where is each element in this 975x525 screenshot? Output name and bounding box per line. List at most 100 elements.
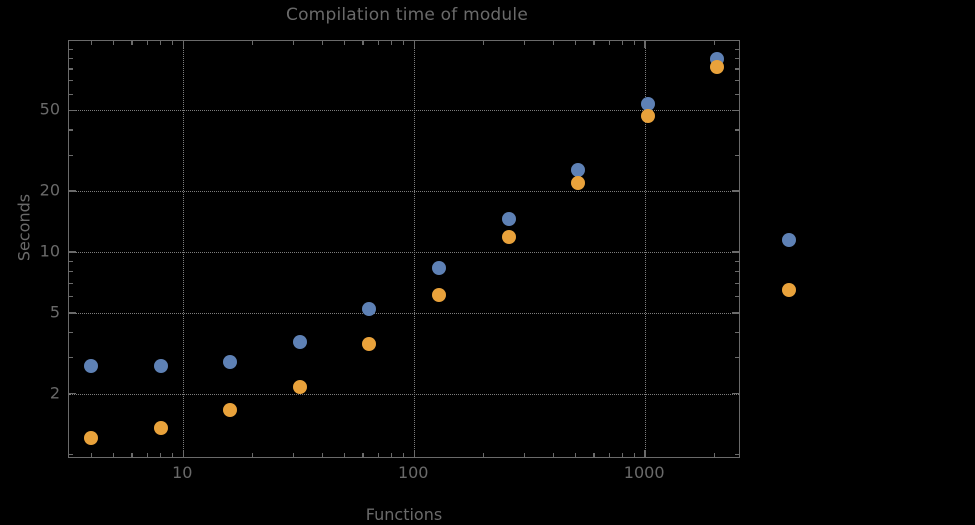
axis-tick-minor <box>483 453 485 457</box>
axis-tick-minor <box>362 41 364 45</box>
gridline-horizontal <box>69 251 739 253</box>
axis-tick-minor <box>69 331 73 334</box>
chart-title: Compilation time of module <box>286 5 528 25</box>
axis-tick-minor <box>633 453 636 457</box>
axis-tick-minor <box>714 41 716 45</box>
axis-tick-minor <box>608 41 610 45</box>
axis-tick-minor <box>69 154 73 156</box>
data-point-series1 <box>362 302 377 317</box>
axis-tick-minor <box>735 58 739 60</box>
axis-tick-minor <box>69 296 73 298</box>
axis-tick-minor <box>69 68 73 70</box>
axis-tick-minor <box>403 41 405 45</box>
axis-tick-minor <box>172 453 174 457</box>
axis-tick-minor <box>69 453 73 456</box>
y-tick-label: 5 <box>49 302 60 322</box>
axis-tick-minor <box>344 453 346 457</box>
axis-tick-minor <box>160 453 162 457</box>
axis-tick-major <box>69 312 76 314</box>
axis-tick-minor <box>113 453 115 457</box>
axis-tick-major <box>413 450 415 457</box>
gridline-vertical <box>645 41 647 457</box>
axis-tick-minor <box>735 331 739 334</box>
axis-tick-minor <box>131 453 133 457</box>
axis-tick-minor <box>735 357 739 359</box>
data-point-series1 <box>640 96 655 111</box>
axis-tick-minor <box>69 129 73 131</box>
axis-tick-major <box>732 392 739 395</box>
axis-tick-minor <box>131 41 133 45</box>
axis-tick-major <box>182 450 184 457</box>
axis-tick-minor <box>172 41 174 45</box>
data-point-series2 <box>223 403 238 418</box>
data-point-series2 <box>431 288 446 303</box>
axis-tick-minor <box>69 80 73 82</box>
gridline-vertical <box>183 41 185 457</box>
axis-tick-minor <box>321 453 323 457</box>
axis-tick-minor <box>735 453 739 456</box>
axis-tick-minor <box>735 270 739 273</box>
data-point-series2 <box>84 431 99 446</box>
axis-tick-major <box>644 450 646 457</box>
data-point-series1 <box>223 355 238 370</box>
axis-tick-minor <box>69 282 73 284</box>
axis-tick-major <box>732 109 739 112</box>
axis-tick-major <box>69 190 76 192</box>
axis-tick-minor <box>90 41 92 45</box>
axis-tick-minor <box>593 41 595 45</box>
axis-tick-minor <box>252 453 254 457</box>
gridline-horizontal <box>69 393 739 395</box>
axis-tick-major <box>69 251 76 253</box>
x-axis-tick-labels: 10 100 1000 <box>68 463 740 485</box>
x-tick-label: 100 <box>397 463 429 482</box>
axis-tick-minor <box>523 41 525 45</box>
data-point-series1 <box>292 334 307 349</box>
x-tick-label: 10 <box>172 463 193 482</box>
axis-tick-minor <box>735 129 739 131</box>
x-tick-label: 1000 <box>623 463 665 482</box>
axis-tick-minor <box>69 357 73 359</box>
data-point-series2 <box>362 337 377 352</box>
axis-tick-minor <box>735 282 739 284</box>
series1-outside-marker <box>782 233 796 247</box>
axis-tick-minor <box>69 48 73 50</box>
gridline-horizontal <box>69 110 739 112</box>
axis-tick-minor <box>69 260 73 262</box>
data-point-series1 <box>431 261 446 276</box>
x-axis-title: Functions <box>365 505 443 524</box>
data-point-series2 <box>710 59 725 74</box>
axis-tick-minor <box>593 453 595 457</box>
axis-tick-minor <box>292 41 295 45</box>
gridline-horizontal <box>69 190 739 192</box>
axis-tick-minor <box>252 41 254 45</box>
y-axis-tick-labels: 2 5 10 20 50 <box>18 40 60 458</box>
axis-tick-minor <box>69 270 73 273</box>
axis-tick-minor <box>403 453 405 457</box>
axis-tick-minor <box>622 453 624 457</box>
data-point-series2 <box>153 421 168 436</box>
axis-tick-minor <box>377 453 380 457</box>
axis-tick-minor <box>377 41 380 45</box>
axis-tick-minor <box>735 154 739 156</box>
y-tick-label: 20 <box>39 180 60 200</box>
axis-tick-major <box>69 392 76 395</box>
axis-tick-major <box>732 251 739 253</box>
y-tick-label: 2 <box>49 383 60 402</box>
plot-area <box>69 41 739 457</box>
axis-tick-minor <box>608 453 610 457</box>
axis-tick-minor <box>523 453 525 457</box>
data-point-series2 <box>640 108 655 123</box>
axis-tick-minor <box>633 41 636 45</box>
axis-tick-minor <box>735 80 739 82</box>
axis-tick-minor <box>69 58 73 60</box>
axis-tick-minor <box>344 41 346 45</box>
data-point-series1 <box>571 162 586 177</box>
axis-tick-minor <box>575 453 577 457</box>
axis-tick-minor <box>735 68 739 70</box>
plot-frame <box>68 40 740 458</box>
data-point-series2 <box>292 380 307 395</box>
data-point-series1 <box>153 358 168 373</box>
axis-tick-major <box>644 41 646 48</box>
y-tick-label: 50 <box>39 99 60 119</box>
